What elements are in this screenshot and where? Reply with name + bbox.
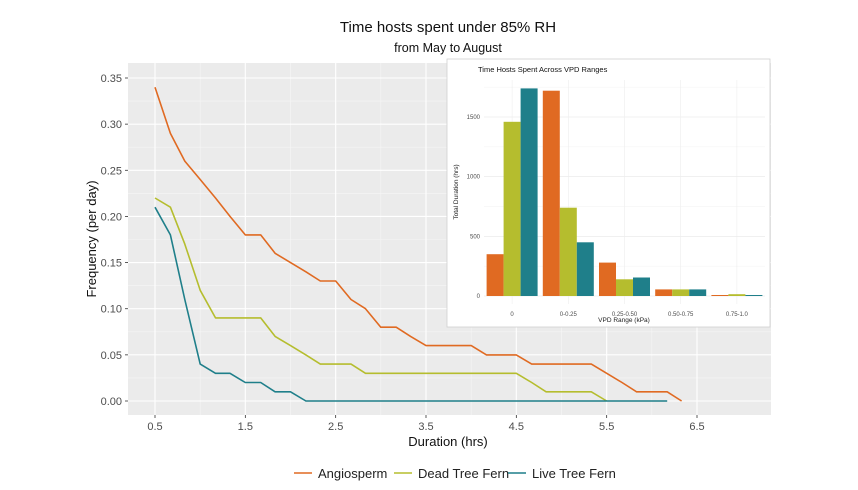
main-x-tick-label: 3.5 [418, 421, 433, 433]
series-line-angiosperm [154, 86, 683, 402]
legend-item-live-tree-fern: Live Tree Fern [508, 466, 616, 481]
inset-bar-dead-tree-fern [672, 289, 690, 296]
main-series-lines [154, 86, 683, 402]
inset-bar-dead-tree-fern [559, 207, 577, 296]
inset-bar-dead-tree-fern [503, 121, 521, 296]
inset-bar-angiosperm [542, 90, 560, 296]
main-x-tick-label: 4.5 [509, 421, 524, 433]
inset-chart: Time Hosts Spent Across VPD Ranges 0 0-0.… [446, 58, 771, 328]
inset-y-tick-label: 1000 [467, 175, 481, 181]
inset-x-tick-label: 0-0.25 [560, 312, 578, 318]
inset-y-axis-title: Total Duration (hrs) [453, 164, 460, 219]
inset-y-tick-label: 1500 [467, 115, 481, 121]
main-x-tick-label: 0.5 [147, 421, 162, 433]
y-axis-title: Frequency (per day) [84, 180, 99, 297]
series-line-dead-tree-fern [154, 197, 608, 402]
main-y-tick-label: 0.35 [101, 73, 122, 85]
legend-item-dead-tree-fern: Dead Tree Fern [394, 466, 509, 481]
x-axis-title: Duration (hrs) [408, 434, 487, 449]
main-y-tick-label: 0.10 [101, 304, 122, 316]
main-y-tick-label: 0.30 [101, 119, 122, 131]
main-y-tick-label: 0.20 [101, 211, 122, 223]
inset-bars [486, 88, 763, 297]
chart-title: Time hosts spent under 85% RH [340, 19, 556, 36]
chart-subtitle: from May to August [394, 41, 502, 55]
inset-bar-dead-tree-fern [728, 294, 746, 296]
main-y-tick-label: 0.15 [101, 258, 122, 270]
inset-x-tick-label: 0.50-0.75 [668, 312, 694, 318]
main-y-tick-label: 0.25 [101, 165, 122, 177]
main-x-tick-label: 2.5 [328, 421, 343, 433]
inset-x-ticks: 0 0-0.25 0.25-0.50 0.50-0.75 0.75-1.0 [510, 312, 748, 318]
inset-y-tick-label: 0 [477, 294, 481, 300]
legend: Angiosperm Dead Tree Fern Live Tree Fern [294, 466, 616, 481]
inset-x-tick-label: 0.25-0.50 [612, 312, 638, 318]
inset-bar-live-tree-fern [520, 88, 538, 297]
series-line-live-tree-fern [154, 206, 668, 402]
inset-x-tick-label: 0 [510, 312, 514, 318]
inset-bar-angiosperm [655, 289, 673, 296]
inset-x-tick-label: 0.75-1.0 [726, 312, 749, 318]
inset-y-tick-label: 500 [470, 234, 481, 240]
inset-bar-live-tree-fern [576, 242, 594, 296]
legend-label-angiosperm: Angiosperm [318, 466, 387, 481]
main-y-ticks: 0.00 0.05 0.10 0.15 0.20 0.25 0.30 0.35 [101, 73, 128, 408]
inset-bar-live-tree-fern [745, 295, 763, 296]
inset-bar-angiosperm [711, 295, 729, 296]
inset-bar-dead-tree-fern [616, 279, 633, 296]
legend-label-dead-tree-fern: Dead Tree Fern [418, 466, 509, 481]
main-y-tick-label: 0.05 [101, 350, 122, 362]
main-x-ticks: 0.5 1.5 2.5 3.5 4.5 5.5 6.5 [147, 415, 705, 433]
inset-bar-angiosperm [599, 262, 616, 296]
inset-bar-live-tree-fern [633, 277, 650, 296]
inset-y-ticks: 0 500 1000 1500 [467, 115, 481, 300]
main-x-tick-label: 1.5 [238, 421, 253, 433]
inset-title: Time Hosts Spent Across VPD Ranges [478, 65, 608, 74]
inset-bar-live-tree-fern [689, 289, 707, 296]
inset-bar-angiosperm [486, 254, 504, 296]
main-y-tick-label: 0.00 [101, 396, 122, 408]
legend-item-angiosperm: Angiosperm [294, 466, 387, 481]
inset-x-axis-title: VPD Range (kPa) [598, 317, 650, 324]
main-x-tick-label: 6.5 [689, 421, 704, 433]
main-x-tick-label: 5.5 [599, 421, 614, 433]
legend-label-live-tree-fern: Live Tree Fern [532, 466, 616, 481]
